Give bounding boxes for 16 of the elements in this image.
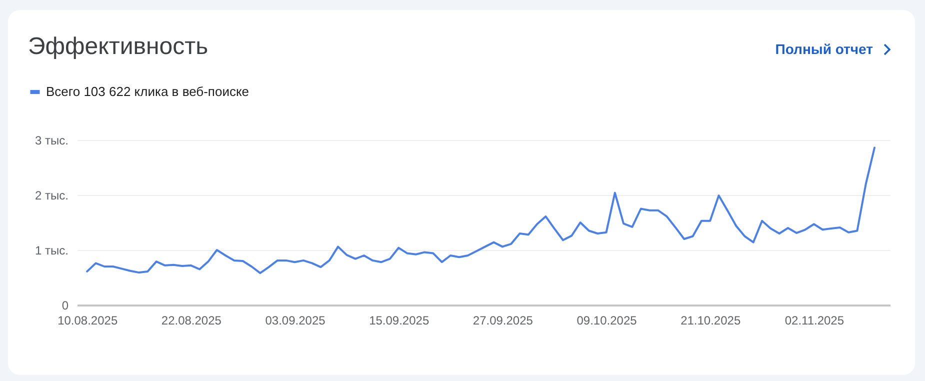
line-series xyxy=(86,146,876,274)
x-tick-label: 21.10.2025 xyxy=(680,314,741,328)
x-tick-label: 09.10.2025 xyxy=(576,314,638,328)
x-tick-label: 22.08.2025 xyxy=(161,314,222,328)
y-tick-label: 0 xyxy=(62,298,69,312)
x-tick-label: 27.09.2025 xyxy=(472,314,534,328)
x-tick-label: 15.09.2025 xyxy=(369,314,430,328)
x-tick-label: 02.11.2025 xyxy=(784,314,844,328)
text: Полный отчет xyxy=(775,41,873,57)
legend-label: Всего 103 622 клика в веб-поиске xyxy=(46,84,250,99)
x-tick-label: 03.09.2025 xyxy=(265,314,326,328)
y-tick-label: 2 тыс. xyxy=(35,188,68,202)
y-tick-label: 1 тыс. xyxy=(35,244,68,258)
y-tick-label: 3 тыс. xyxy=(35,134,68,148)
chart-title: Эффективность xyxy=(28,33,208,61)
x-tick-label: 10.08.2025 xyxy=(58,314,118,328)
